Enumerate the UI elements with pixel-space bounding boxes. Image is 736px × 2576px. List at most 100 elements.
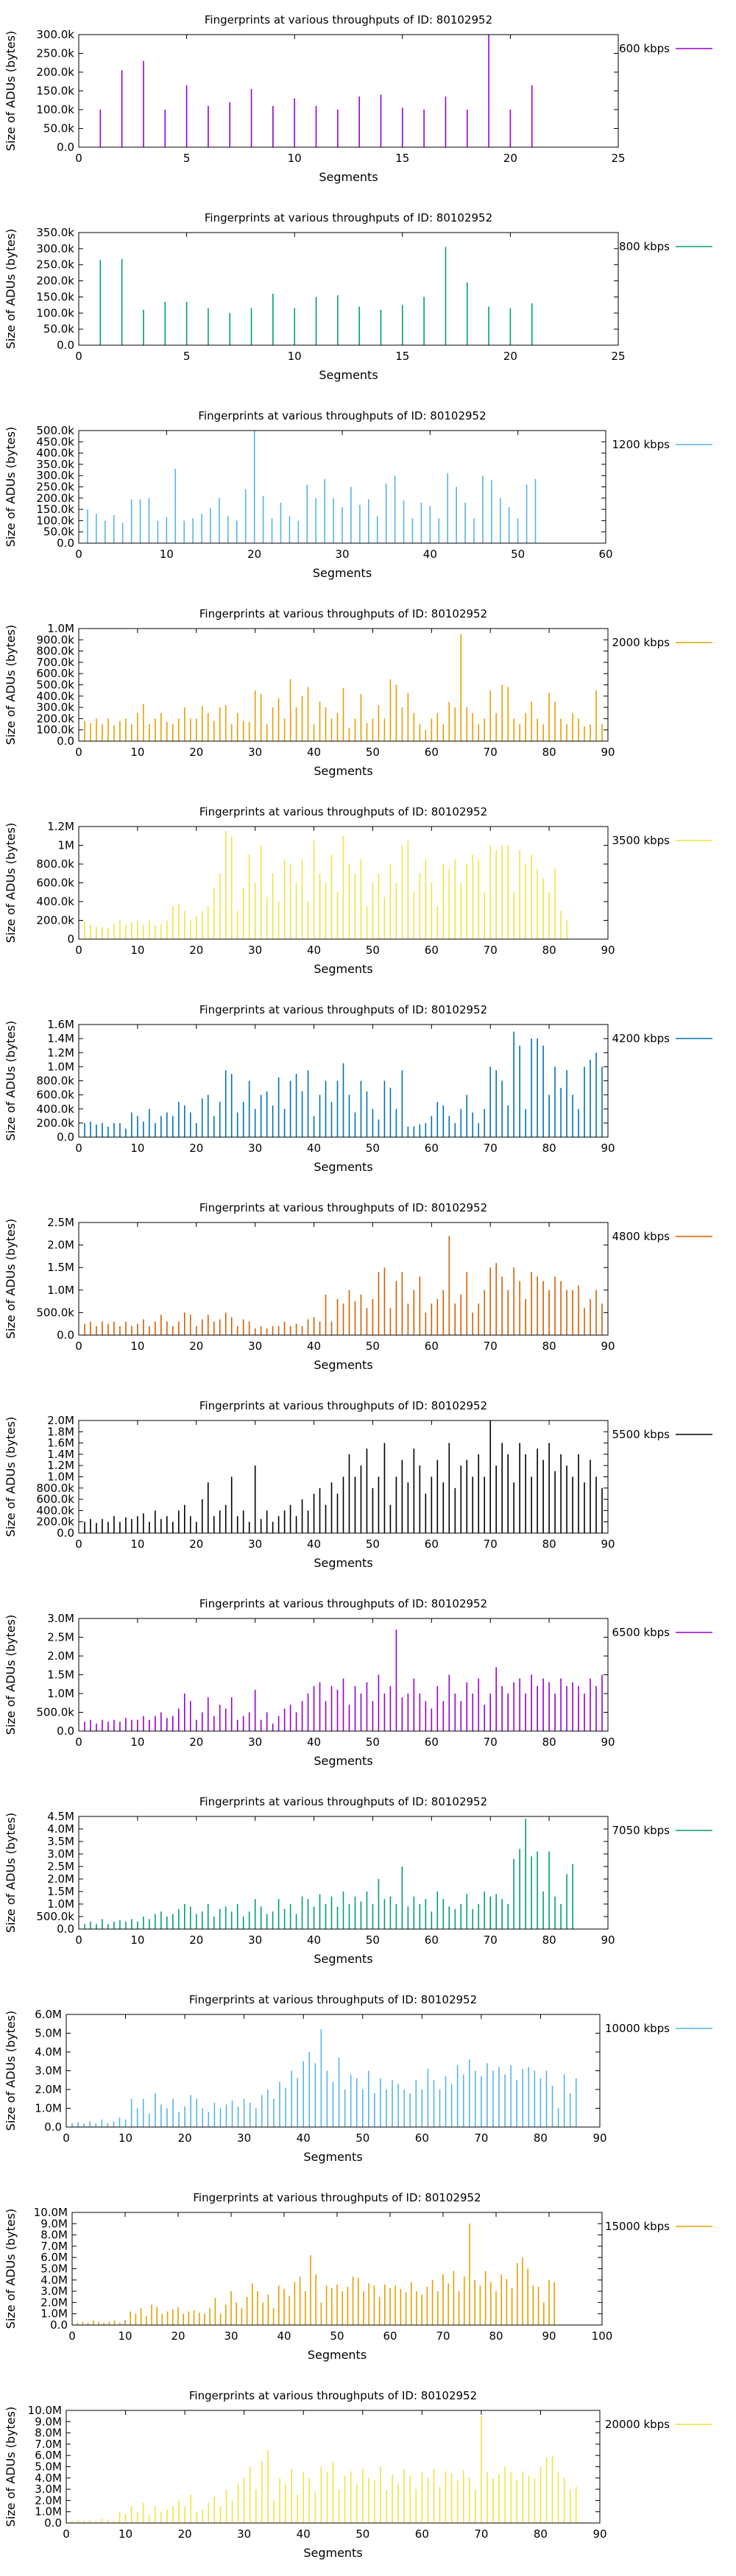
x-tick-label: 30 [224, 2329, 238, 2343]
y-tick-label: 7.0M [40, 2240, 68, 2253]
y-tick-label: 1.6M [47, 1018, 74, 1031]
y-tick-label: 0.0 [57, 339, 74, 352]
y-tick-label: 0.0 [57, 1328, 74, 1342]
y-tick-label: 50.0k [43, 526, 74, 539]
x-tick-label: 10 [130, 1735, 144, 1749]
y-tick-label: 5.0M [40, 2262, 68, 2276]
x-tick-label: 40 [297, 2131, 311, 2145]
plot-frame [78, 826, 609, 940]
y-tick-label: 0.0 [50, 2318, 68, 2332]
x-axis-label: Segments [319, 170, 378, 184]
x-tick-label: 10 [130, 746, 144, 759]
x-tick-label: 40 [307, 746, 321, 759]
x-axis-label: Segments [303, 2546, 362, 2560]
x-tick-label: 40 [307, 1142, 321, 1155]
plot-frame [71, 2212, 603, 2326]
x-tick-label: 10 [288, 152, 302, 165]
x-axis-label: Segments [313, 566, 372, 580]
x-tick-label: 80 [542, 1538, 556, 1551]
x-tick-label: 80 [542, 1142, 556, 1155]
y-tick-label: 200.0k [36, 712, 74, 725]
y-axis-label: Size of ADUs (bytes) [4, 625, 18, 745]
x-tick-label: 50 [366, 1340, 380, 1353]
x-tick-label: 0 [75, 1735, 82, 1749]
x-tick-label: 50 [330, 2329, 344, 2343]
x-tick-label: 30 [237, 2527, 251, 2541]
y-tick-label: 8.0M [40, 2229, 68, 2242]
y-tick-label: 9.0M [35, 2415, 62, 2428]
y-axis-label: Size of ADUs (bytes) [4, 823, 18, 943]
y-tick-label: 0.0 [57, 1526, 74, 1540]
y-tick-label: 700.0k [36, 656, 74, 669]
x-tick-label: 0 [63, 2527, 70, 2541]
x-tick-label: 50 [355, 2527, 369, 2541]
x-tick-label: 80 [489, 2329, 503, 2343]
x-tick-label: 0 [75, 1538, 82, 1551]
x-tick-label: 80 [542, 746, 556, 759]
y-tick-label: 9.0M [40, 2217, 68, 2230]
y-tick-label: 400.0k [36, 895, 74, 908]
x-tick-label: 90 [601, 944, 615, 957]
x-tick-label: 80 [534, 2527, 548, 2541]
x-tick-label: 50 [366, 1735, 380, 1749]
y-tick-label: 1.4M [47, 1032, 74, 1045]
x-tick-label: 50 [366, 1142, 380, 1155]
x-tick-label: 90 [592, 2527, 606, 2541]
y-tick-label: 2.5M [47, 1631, 74, 1644]
x-tick-label: 15 [395, 152, 409, 165]
legend-label: 3500 kbps [612, 834, 670, 847]
x-tick-label: 60 [598, 548, 612, 561]
y-tick-label: 1.0M [47, 1687, 74, 1700]
y-tick-label: 0.0 [57, 537, 74, 550]
chart-title: Fingerprints at various throughputs of I… [193, 2191, 481, 2204]
y-tick-label: 200.0k [36, 275, 74, 288]
x-tick-label: 0 [63, 2131, 70, 2145]
y-tick-label: 6.0M [40, 2251, 68, 2264]
y-tick-label: 500.0k [36, 1910, 74, 1923]
x-tick-label: 40 [307, 1538, 321, 1551]
legend-label: 15000 kbps [605, 2220, 670, 2233]
y-tick-label: 2.0M [35, 2494, 62, 2507]
y-tick-label: 1.2M [47, 820, 74, 833]
y-tick-label: 400.0k [36, 1504, 74, 1517]
x-tick-label: 30 [248, 944, 262, 957]
x-tick-label: 30 [237, 2131, 251, 2145]
y-tick-label: 800.0k [36, 1482, 74, 1495]
y-tick-label: 2.0M [47, 1649, 74, 1663]
x-tick-label: 20 [189, 1142, 203, 1155]
y-tick-label: 250.0k [36, 481, 74, 494]
x-tick-label: 0 [68, 2329, 76, 2343]
y-tick-label: 200.0k [36, 1515, 74, 1529]
y-axis-label: Size of ADUs (bytes) [4, 1219, 18, 1339]
y-tick-label: 2.5M [47, 1860, 74, 1873]
plot-frame [78, 1222, 609, 1336]
x-tick-label: 20 [189, 746, 203, 759]
x-tick-label: 80 [542, 1340, 556, 1353]
y-tick-label: 3.0M [35, 2064, 62, 2078]
x-tick-label: 20 [503, 350, 517, 363]
plot-frame [78, 232, 619, 346]
x-tick-label: 40 [307, 1933, 321, 1947]
y-tick-label: 1.6M [47, 1437, 74, 1450]
chart-panel-4: Fingerprints at various throughputs of I… [4, 607, 712, 778]
y-tick-label: 600.0k [36, 1089, 74, 1102]
x-tick-label: 30 [248, 1735, 262, 1749]
y-tick-label: 500.0k [36, 1306, 74, 1319]
x-tick-label: 60 [425, 944, 439, 957]
x-tick-label: 10 [130, 944, 144, 957]
x-tick-label: 60 [425, 1142, 439, 1155]
chart-title: Fingerprints at various throughputs of I… [199, 1003, 487, 1016]
y-tick-label: 600.0k [36, 1493, 74, 1506]
y-axis-label: Size of ADUs (bytes) [4, 1615, 18, 1735]
y-tick-label: 3.0M [47, 1612, 74, 1625]
y-tick-label: 800.0k [36, 857, 74, 871]
x-axis-label: Segments [314, 1952, 372, 1966]
x-tick-label: 50 [355, 2131, 369, 2145]
chart-title: Fingerprints at various throughputs of I… [199, 1201, 487, 1214]
x-tick-label: 40 [297, 2527, 311, 2541]
y-tick-label: 7.0M [35, 2438, 62, 2451]
x-tick-label: 30 [248, 1933, 262, 1947]
x-tick-label: 90 [601, 746, 615, 759]
legend-label: 6500 kbps [612, 1626, 670, 1639]
x-tick-label: 70 [484, 944, 498, 957]
